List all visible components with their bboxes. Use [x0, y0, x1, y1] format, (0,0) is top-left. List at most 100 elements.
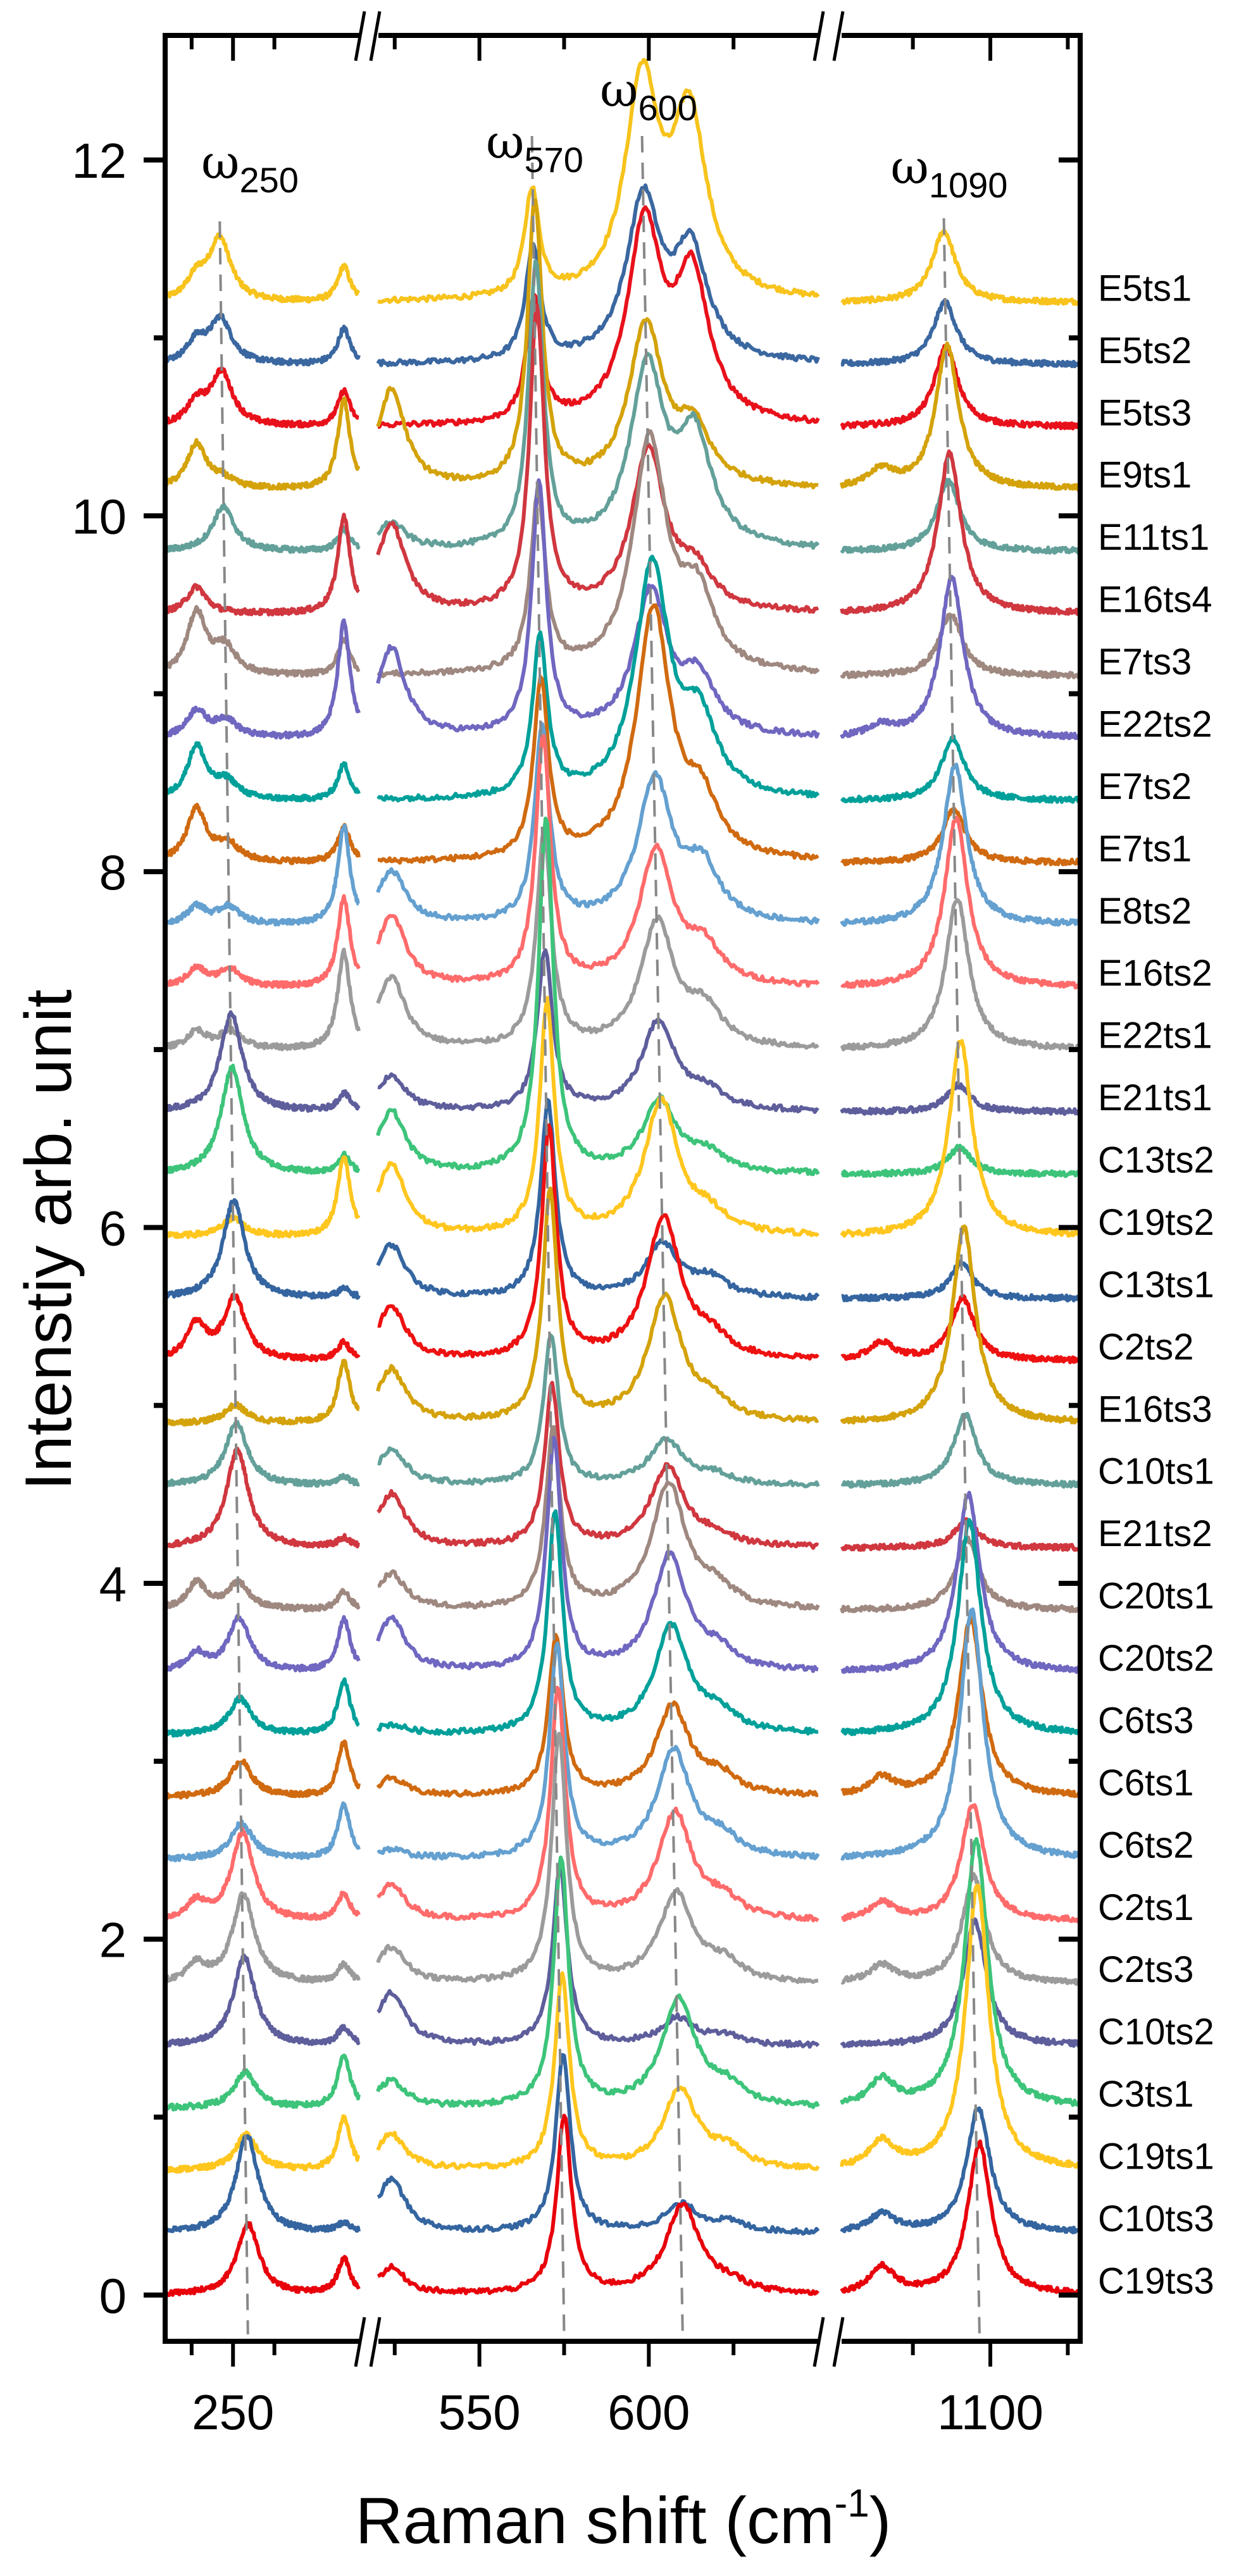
- series-label: E7ts3: [1098, 641, 1192, 683]
- mode-annotation: ω1090: [891, 140, 1008, 205]
- spectrum-line-C19ts3-seg1: [164, 2220, 361, 2298]
- spectrum-line-E7ts2-seg2: [377, 554, 820, 803]
- spectrum-line-C13ts2-seg1: [164, 1063, 361, 1175]
- series-E21ts1: [163, 948, 1082, 1116]
- spectrum-line-C20ts2-seg3: [840, 1490, 1082, 1674]
- y-tick-label: 0: [99, 2268, 127, 2324]
- x-tick-label: 550: [439, 2384, 521, 2440]
- mode-dashed-line: [942, 218, 981, 2335]
- spectrum-line-E16ts2-seg1: [164, 894, 361, 989]
- mode-subscript: 570: [524, 140, 583, 180]
- spectrum-line-C3ts1-seg3: [840, 1836, 1082, 2107]
- axis-break-mark: [354, 2317, 366, 2367]
- series-label: C19ts2: [1098, 1202, 1214, 1243]
- spectrum-line-E21ts2-seg2: [377, 1380, 819, 1550]
- spectrum-line-E7ts2-seg3: [840, 734, 1082, 804]
- spectrum-line-E9ts1-seg1: [163, 396, 361, 491]
- series-label: E16ts2: [1098, 953, 1212, 994]
- mode-annotation: ω600: [600, 63, 697, 128]
- spectrum-line-C20ts1-seg3: [840, 1535, 1081, 1614]
- axis-break-mark: [832, 2317, 845, 2367]
- axis-break-mark: [369, 11, 382, 61]
- mode-subscript: 1090: [929, 165, 1008, 205]
- spectra-curves: [163, 58, 1082, 2298]
- spectrum-line-E22ts2-seg3: [840, 574, 1082, 740]
- spectrum-line-C19ts3-seg2: [377, 2114, 819, 2296]
- spectrum-line-E5ts2-seg3: [840, 299, 1082, 369]
- spectrum-line-C10ts1-seg3: [840, 1411, 1081, 1489]
- spectrum-line-C6ts1-seg2: [376, 1633, 819, 1798]
- series-E5ts1: [163, 58, 1082, 306]
- mode-dashed-line: [218, 221, 249, 2335]
- series-label: E8ts2: [1098, 891, 1192, 932]
- series-C19ts3: [164, 2114, 1082, 2298]
- series-C10ts3: [164, 2053, 1081, 2236]
- series-label: C10ts3: [1098, 2198, 1214, 2239]
- series-C6ts2: [164, 1607, 1082, 1862]
- spectrum-line-C6ts3-seg1: [164, 1677, 360, 1738]
- spectrum-line-E21ts1-seg3: [840, 1081, 1082, 1116]
- spectrum-line-C10ts2-seg2: [377, 1863, 820, 2049]
- spectrum-line-C10ts1-seg1: [163, 1420, 361, 1488]
- series-E5ts3: [163, 205, 1082, 431]
- spectrum-line-C6ts1-seg1: [163, 1739, 361, 1800]
- spectrum-line-E16ts3-seg2: [376, 1186, 819, 1424]
- series-label: C10ts1: [1098, 1451, 1214, 1492]
- spectrum-line-E21ts1-seg1: [163, 1010, 361, 1113]
- spectrum-line-C2ts3-seg1: [163, 1891, 361, 1984]
- axis-break-mark: [832, 11, 845, 61]
- spectrum-line-E5ts1-seg1: [163, 232, 361, 304]
- spectrum-line-C20ts1-seg1: [163, 1576, 361, 1613]
- spectrum-line-C10ts3-seg2: [377, 2053, 820, 2236]
- spectrum-line-C19ts2-seg2: [376, 996, 819, 1237]
- spectrum-line-E8ts2-seg2: [376, 722, 820, 926]
- series-labels: E5ts1 E5ts2 E5ts3 E9ts1 E11ts1 E16ts4 E7ts3 E22…: [1098, 268, 1214, 2301]
- series-label: C3ts1: [1098, 2074, 1194, 2115]
- spectrum-line-E21ts1-seg2: [377, 948, 819, 1114]
- spectrum-line-C19ts1-seg2: [376, 1971, 820, 2171]
- spectrum-line-E11ts1-seg2: [376, 259, 820, 550]
- spectrum-line-C2ts3-seg3: [840, 1872, 1082, 1986]
- series-label: C2ts2: [1098, 1327, 1194, 1368]
- spectrum-line-E7ts3-seg1: [163, 605, 361, 678]
- spectrum-line-C2ts3-seg2: [376, 1731, 819, 1985]
- series-E16ts2: [164, 734, 1082, 990]
- y-tick-label: 2: [99, 1912, 127, 1967]
- spectrum-line-E7ts1-seg3: [840, 807, 1081, 867]
- series-E7ts2: [163, 554, 1082, 804]
- mode-symbol: ω: [486, 115, 524, 170]
- mode-subscript: 600: [638, 88, 697, 128]
- spectrum-line-C6ts3-seg2: [376, 1509, 819, 1736]
- series-C20ts2: [163, 1435, 1082, 1674]
- spectrum-line-E5ts3-seg2: [377, 205, 820, 430]
- series-label: E5ts1: [1098, 268, 1192, 309]
- spectrum-line-E7ts1-seg1: [163, 803, 361, 865]
- spectrum-line-C6ts3-seg3: [840, 1518, 1082, 1737]
- mode-symbol: ω: [600, 63, 638, 118]
- x-tick-label: 1100: [937, 2384, 1043, 2440]
- series-label: C19ts3: [1098, 2260, 1214, 2301]
- spectrum-line-C10ts3-seg1: [164, 2134, 361, 2234]
- spectrum-line-E22ts1-seg1: [163, 947, 361, 1051]
- axis-break-mark: [813, 11, 825, 61]
- spectrum-line-C13ts2-seg3: [840, 1143, 1081, 1179]
- y-axis-title: Intenstiy arb. unit: [12, 989, 85, 1490]
- series-label: C2ts3: [1098, 1949, 1194, 1990]
- spectrum-line-C6ts2-seg3: [840, 1607, 1082, 1861]
- series-label: C6ts3: [1098, 1700, 1194, 1741]
- spectrum-line-C13ts1-seg2: [376, 1098, 820, 1301]
- spectrum-line-E5ts2-seg1: [164, 312, 361, 367]
- series-label: C6ts2: [1098, 1824, 1194, 1866]
- spectrum-line-C2ts2-seg2: [377, 1123, 819, 1361]
- mode-annotation: ω570: [486, 115, 583, 180]
- series-C3ts1: [163, 1836, 1082, 2112]
- spectrum-line-E16ts3-seg1: [163, 1358, 360, 1427]
- series-label: C19ts1: [1098, 2136, 1214, 2177]
- mode-dashed-line: [530, 135, 566, 2335]
- x-tick-label: 250: [192, 2384, 274, 2440]
- spectrum-line-E22ts2-seg1: [163, 618, 361, 740]
- series-C2ts1: [163, 1685, 1082, 1923]
- axis-break-mark: [813, 2317, 825, 2367]
